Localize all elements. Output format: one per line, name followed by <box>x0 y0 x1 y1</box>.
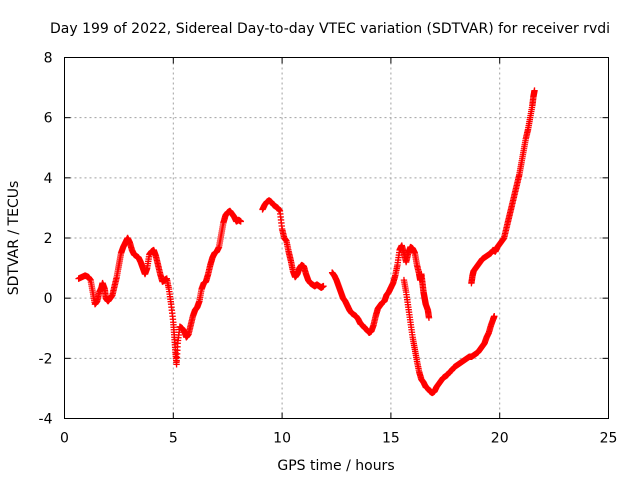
y-tick-label: 2 <box>44 231 53 247</box>
chart-title: Day 199 of 2022, Sidereal Day-to-day VTE… <box>50 21 610 37</box>
x-tick-label: 10 <box>273 431 291 447</box>
data-point <box>531 87 538 94</box>
y-tick-label: 6 <box>44 111 53 127</box>
x-tick-label: 15 <box>382 431 400 447</box>
x-tick-label: 0 <box>60 431 69 447</box>
data-points <box>75 87 538 397</box>
data-point <box>491 313 498 320</box>
data-point <box>320 282 327 290</box>
data-point <box>237 218 244 225</box>
y-tick-label: -4 <box>39 412 53 428</box>
data-point <box>425 314 433 321</box>
grid-lines <box>64 57 609 419</box>
x-axis-label: GPS time / hours <box>277 458 394 474</box>
x-tick-label: 25 <box>600 431 618 447</box>
y-tick-label: 4 <box>44 171 53 187</box>
axis-ticks: 0 5 10 15 20 25 -4 -2 0 2 4 6 8 <box>39 51 618 447</box>
y-tick-label: 0 <box>44 291 53 307</box>
x-tick-label: 20 <box>491 431 509 447</box>
x-tick-label: 5 <box>169 431 178 447</box>
y-tick-label: -2 <box>39 351 53 367</box>
y-axis-label: SDTVAR / TECUs <box>6 181 22 296</box>
y-tick-label: 8 <box>44 51 53 67</box>
